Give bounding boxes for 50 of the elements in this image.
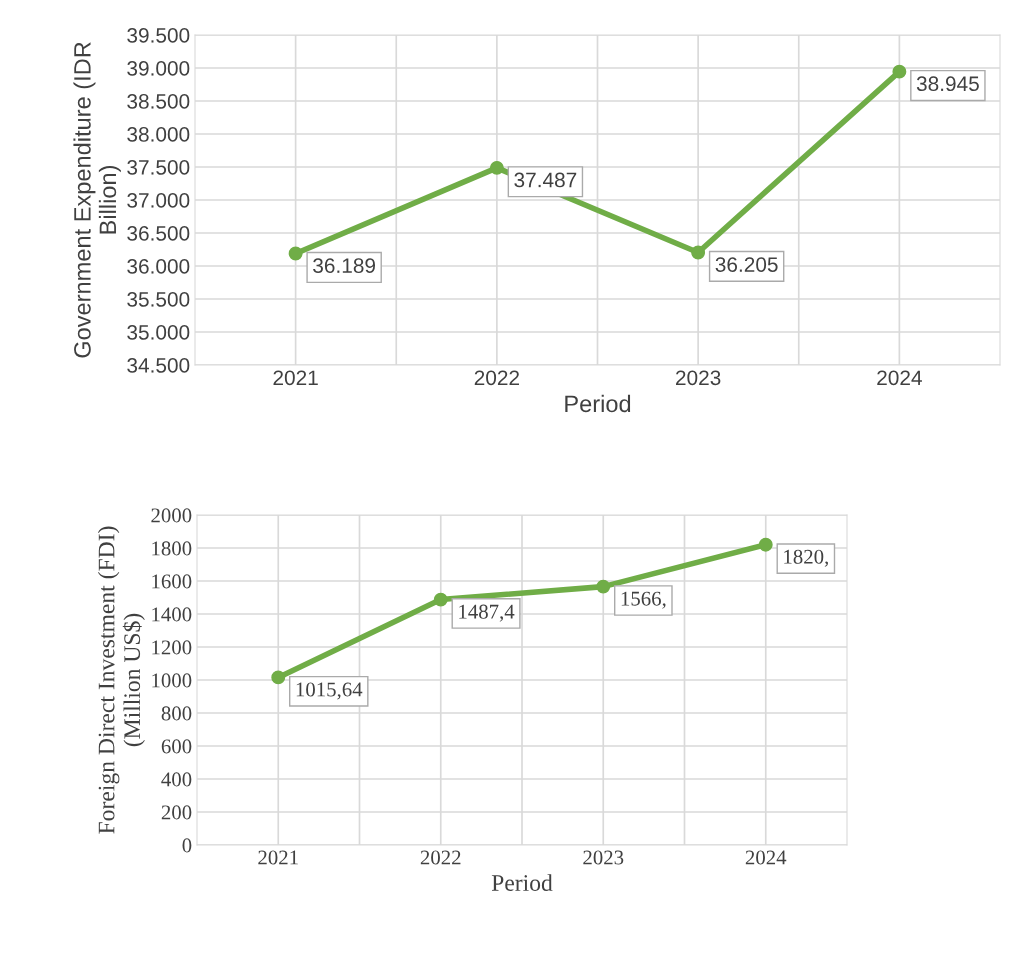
y-tick-label: 38.500 — [127, 94, 190, 109]
y-tick-label: 1200 — [152, 640, 192, 655]
y-tick-label: 800 — [161, 706, 192, 721]
data-label: 37.487 — [514, 172, 577, 188]
y-tick-label: 2000 — [151, 508, 192, 523]
point — [758, 537, 773, 552]
point — [691, 245, 706, 260]
y-tick-label: 1400 — [152, 607, 192, 622]
point — [271, 670, 286, 685]
y-tick-label: 38.000 — [127, 127, 190, 142]
x-tick-label: 2024 — [745, 850, 787, 865]
x-tick-label: 2023 — [676, 370, 721, 386]
y-tick-label: 0 — [182, 838, 192, 853]
y-tick-label: 1800 — [152, 541, 192, 556]
x-tick-label: 2022 — [474, 370, 519, 386]
x-axis-title: Period — [565, 394, 631, 413]
y-tick-label: 600 — [161, 739, 192, 754]
y-tick-label: 1600 — [152, 574, 192, 589]
data-label: 36.205 — [715, 257, 778, 272]
data-label: 38.945 — [916, 76, 979, 92]
x-axis-title: Period — [491, 874, 553, 891]
y-axis-title: Government Expenditure (IDR Billion) — [73, 42, 121, 358]
data-label: 1566, — [621, 591, 666, 609]
y-tick-label: 36.500 — [127, 226, 190, 241]
point — [288, 246, 303, 261]
data-label: 1820, — [784, 549, 828, 567]
y-tick-label: 34.500 — [127, 358, 190, 373]
point — [596, 579, 611, 594]
y-tick-label: 200 — [161, 805, 192, 820]
y-tick-label: 37.500 — [127, 160, 190, 175]
x-tick-label: 2023 — [583, 850, 624, 865]
y-tick-label: 35.000 — [127, 325, 190, 340]
x-tick-label: 2022 — [420, 850, 461, 865]
y-tick-label: 39.000 — [127, 61, 190, 76]
y-tick-label: 37.000 — [127, 193, 190, 208]
point — [489, 160, 504, 175]
point — [892, 64, 907, 79]
y-tick-label: 39.500 — [127, 28, 190, 43]
y-tick-label: 400 — [161, 772, 192, 787]
y-axis-title: Foreign Direct Investment (FDI) (Million US$) — [97, 526, 145, 834]
y-tick-label: 36.000 — [127, 259, 190, 274]
x-tick-label: 2021 — [258, 850, 298, 865]
data-label: 1015,64 — [296, 682, 363, 700]
y-tick-label: 35.500 — [127, 292, 190, 307]
x-tick-label: 2021 — [273, 370, 318, 386]
data-label: 1487,4 — [459, 604, 515, 622]
x-tick-label: 2024 — [877, 370, 922, 386]
point — [433, 592, 448, 607]
y-tick-label: 1000 — [152, 673, 192, 688]
data-label: 36.189 — [313, 258, 376, 274]
